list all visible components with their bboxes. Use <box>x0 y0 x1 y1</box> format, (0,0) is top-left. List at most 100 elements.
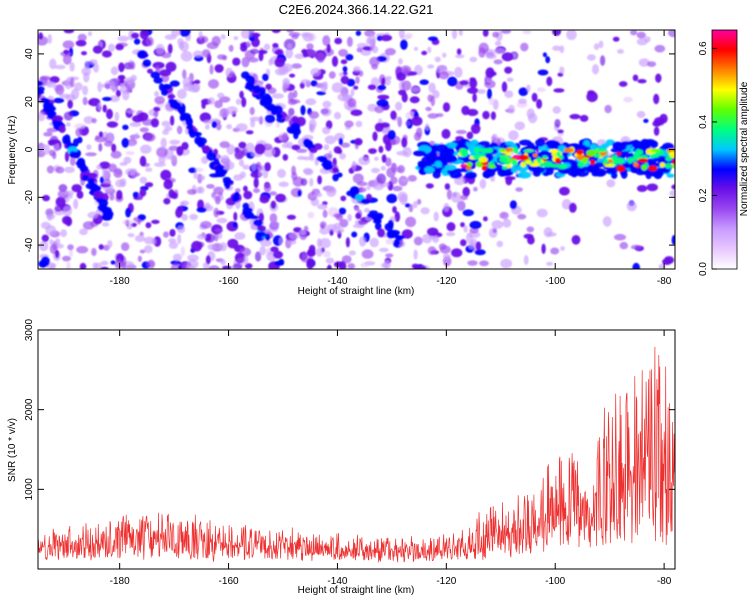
heatmap-cell-111 <box>457 200 466 211</box>
heatmap-cell-1202 <box>178 42 184 50</box>
heatmap-cell-1157 <box>383 259 391 269</box>
heatmap-cell-304 <box>342 71 348 76</box>
heatmap-cell-516 <box>201 156 209 164</box>
heatmap-cell-1023 <box>671 235 675 245</box>
heatmap-cell-291 <box>427 36 438 42</box>
heatmap-cell-712 <box>123 156 132 164</box>
heatmap-cell-341 <box>114 111 120 122</box>
heatmap-cell-360 <box>49 58 57 70</box>
heatmap-cell-1235 <box>347 263 356 269</box>
heatmap-cell-1003 <box>201 49 211 58</box>
heatmap-cell-859 <box>75 40 87 47</box>
heatmap-cell-346 <box>395 101 403 111</box>
heatmap-cell-1399 <box>201 145 209 151</box>
heatmap-cell-110 <box>339 218 349 228</box>
line-y-tick-label-2: 3000 <box>24 318 35 341</box>
heatmap-cell-1237 <box>402 67 410 75</box>
heatmap-cell-1864 <box>532 169 541 177</box>
heatmap-cell-404 <box>106 132 115 143</box>
heatmap-cell-1957 <box>536 156 542 164</box>
heatmap-cell-201 <box>419 79 429 85</box>
colorbar-ticks: 0.0 0.2 0.4 0.6 <box>698 41 717 276</box>
heatmap-cell-625 <box>340 75 350 85</box>
heatmap-cell-976 <box>345 237 350 248</box>
heatmap-cell-1117 <box>647 61 657 67</box>
heatmap-cell-1358 <box>98 199 109 208</box>
heatmap-cell-564 <box>269 191 278 196</box>
heatmap-cell-1479 <box>336 172 343 178</box>
heatmap-cell-916 <box>269 221 279 233</box>
heatmap-cell-195 <box>99 176 105 184</box>
heatmap-cell-1984 <box>486 147 493 154</box>
heatmap-cell-654 <box>361 249 374 259</box>
heatmap-cell-1263 <box>186 259 199 269</box>
heatmap-cell-749 <box>126 109 136 114</box>
heatmap-cell-770 <box>543 227 553 238</box>
heatmap-cell-1757 <box>666 173 675 178</box>
heatmap-cell-709 <box>116 190 123 200</box>
heatmap-cell-1349 <box>63 134 71 144</box>
heatmap-cell-698 <box>169 139 181 145</box>
heatmap-cell-2000 <box>518 154 529 161</box>
line-frame <box>37 329 676 570</box>
heatmap-cell-1102 <box>300 79 311 85</box>
heatmap-cell-1124 <box>451 248 463 258</box>
heatmap-cell-918 <box>433 211 439 222</box>
heatmap-cell-885 <box>491 220 504 229</box>
heatmap-cell-162 <box>523 255 529 265</box>
heatmap-cell-1362 <box>58 125 66 133</box>
heatmap-cell-468 <box>242 164 250 170</box>
heatmap-cell-842 <box>467 260 478 266</box>
heatmap-cell-205 <box>348 250 356 256</box>
heatmap-cell-944 <box>559 66 565 74</box>
heatmap-cell-935 <box>323 250 331 258</box>
heatmap-cell-154 <box>405 216 417 228</box>
heatmap-cell-1049 <box>427 46 432 53</box>
heatmap-cell-1261 <box>288 239 297 245</box>
heatmap-cell-1886 <box>589 159 596 165</box>
heatmap-cell-1265 <box>413 131 422 141</box>
heatmap-cell-32 <box>109 95 120 103</box>
heatmap-cell-1203 <box>110 260 116 265</box>
heatmap-cell-352 <box>386 193 398 204</box>
heatmap-cell-630 <box>317 203 328 210</box>
heatmap-cell-60 <box>340 142 351 148</box>
heatmap-cell-1175 <box>338 49 348 57</box>
heatmap-cell-1041 <box>62 205 73 217</box>
heatmap-cell-1133 <box>139 155 147 167</box>
heatmap-cell-737 <box>469 78 478 89</box>
heatmap-cell-817 <box>671 184 675 190</box>
heatmap-cell-1766 <box>445 142 458 149</box>
heatmap-cell-422 <box>189 213 198 221</box>
heatmap-cell-882 <box>305 98 317 106</box>
heatmap-cell-967 <box>303 225 309 232</box>
heatmap-cell-1168 <box>340 59 348 65</box>
heatmap-cell-492 <box>326 186 337 198</box>
line-x-tick-label-4: -100 <box>545 576 565 587</box>
heatmap-cell-895 <box>38 32 44 40</box>
heatmap-cell-233 <box>235 98 242 105</box>
heatmap-y-tick-label-4: 40 <box>24 48 35 60</box>
heatmap-cell-261 <box>205 124 210 130</box>
heatmap-cell-715 <box>468 241 475 250</box>
heatmap-cell-928 <box>368 34 377 46</box>
heatmap-cell-1953 <box>576 154 584 161</box>
heatmap-cell-771 <box>518 98 527 104</box>
heatmap-cell-1240 <box>390 110 397 120</box>
heatmap-cell-208 <box>179 30 191 37</box>
heatmap-cell-66 <box>161 120 171 127</box>
heatmap-cell-65 <box>413 236 423 246</box>
heatmap-cell-994 <box>40 256 50 267</box>
heatmap-cell-55 <box>100 260 109 266</box>
heatmap-cell-124 <box>167 43 173 54</box>
heatmap-cell-298 <box>501 81 508 93</box>
line-x-tick-label-2: -140 <box>327 576 347 587</box>
heatmap-cell-714 <box>427 64 435 69</box>
heatmap-cell-689 <box>536 208 548 218</box>
heatmap-cell-1407 <box>137 50 147 59</box>
heatmap-cell-1434 <box>169 100 180 109</box>
heatmap-cell-104 <box>76 190 84 199</box>
heatmap-cell-936 <box>43 131 53 137</box>
heatmap-cell-1427 <box>142 59 152 67</box>
